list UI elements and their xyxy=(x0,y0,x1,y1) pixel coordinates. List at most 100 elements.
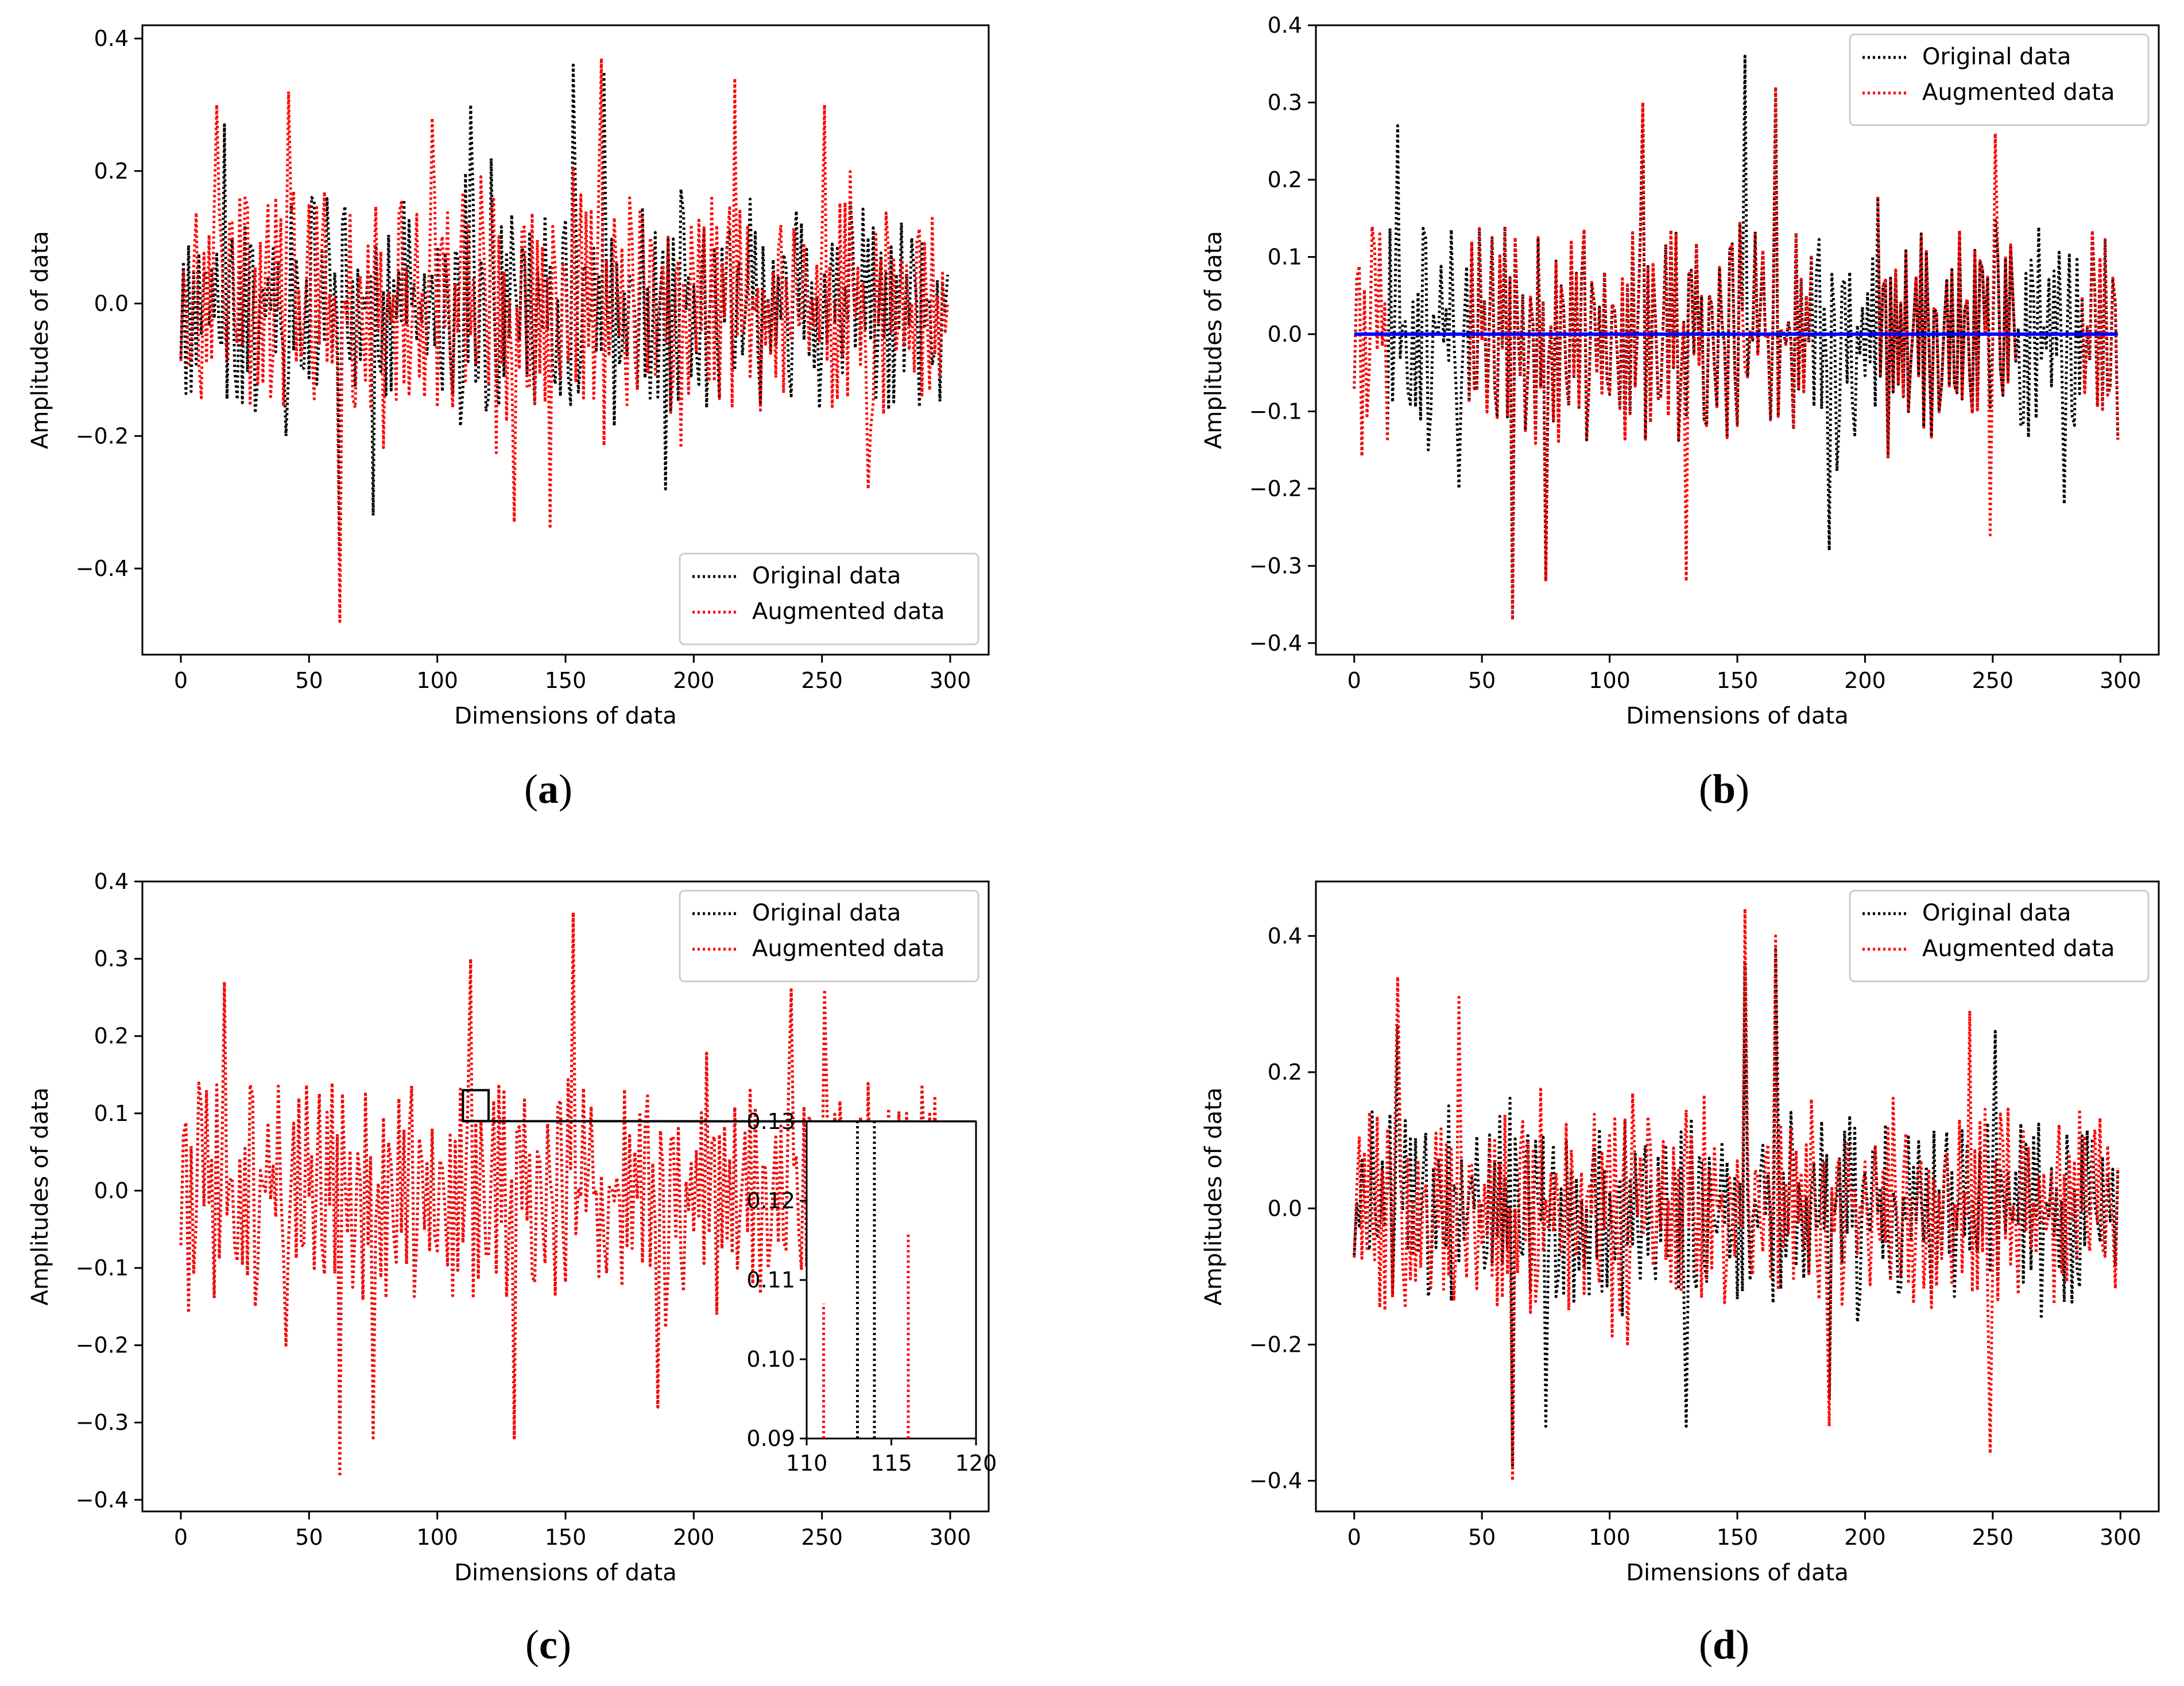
x-tick-label: 150 xyxy=(1717,1525,1759,1550)
y-tick-label: 0.2 xyxy=(1268,167,1302,192)
inset-frame xyxy=(806,1120,977,1440)
x-tick-label: 300 xyxy=(2100,1525,2142,1550)
y-tick-label: −0.4 xyxy=(1249,1468,1302,1494)
x-tick-label: 0 xyxy=(1347,668,1361,693)
chart-b: 0 50 100 150 200 250 300 −0.4 −0.3 −0.2 −0.1 0.0 0.1… xyxy=(1201,13,2160,812)
x-tick-label: 250 xyxy=(1972,668,2014,693)
x-tick-label: 0 xyxy=(1347,1525,1361,1550)
y-tick-label: −0.3 xyxy=(76,1410,129,1435)
series-line-augmented-seg3 xyxy=(2081,229,2120,440)
legend-label-original: Original data xyxy=(1922,44,2071,70)
legend-frame xyxy=(1849,33,2150,126)
x-axis-label: Dimensions of data xyxy=(1626,1560,1849,1586)
x-tick-label: 300 xyxy=(930,1525,971,1550)
series-line-augmented-seg2 xyxy=(1876,132,2018,537)
y-tick-label: −0.2 xyxy=(1249,1332,1302,1357)
x-tick-label: 150 xyxy=(545,1525,587,1550)
y-tick-label: −0.4 xyxy=(76,1487,129,1513)
inset-y-tick-label: 0.11 xyxy=(746,1267,795,1293)
y-tick-label: 0.2 xyxy=(1268,1059,1302,1085)
x-axis-label: Dimensions of data xyxy=(1626,703,1849,729)
y-tick-label: 0.2 xyxy=(94,158,129,184)
x-tick-label: 0 xyxy=(174,1525,188,1550)
legend-frame xyxy=(679,890,979,983)
legend: Original data Augmented data xyxy=(679,552,979,645)
caption-close: ) xyxy=(559,766,572,812)
y-tick-label: −0.1 xyxy=(76,1255,129,1281)
caption-label: d xyxy=(1713,1622,1736,1668)
x-tick-label: 50 xyxy=(295,1525,323,1550)
y-axis-label: Amplitudes of data xyxy=(1201,231,1227,449)
y-tick-label: 0.3 xyxy=(94,946,129,972)
legend-label-augmented: Augmented data xyxy=(1922,935,2115,962)
panel-caption: (c) xyxy=(525,1622,571,1668)
x-tick-label: 300 xyxy=(930,668,971,693)
caption-label: b xyxy=(1713,766,1736,812)
chart-a: 0 50 100 150 200 250 300 −0.4 −0.2 0.0 0.2 0.4 Dimen… xyxy=(27,24,990,812)
y-tick-label: 0.1 xyxy=(1268,244,1302,269)
legend-label-augmented: Augmented data xyxy=(752,935,945,962)
inset-y-tick-label: 0.12 xyxy=(746,1188,795,1213)
x-tick-label: 50 xyxy=(295,668,323,693)
y-tick-label: 0.4 xyxy=(1268,13,1302,38)
x-tick-label: 200 xyxy=(673,1525,715,1550)
series-line-original xyxy=(1353,948,2120,1469)
caption-close: ) xyxy=(557,1622,571,1668)
caption-label: a xyxy=(538,766,559,812)
caption-open: ( xyxy=(525,1622,539,1668)
y-tick-label: −0.1 xyxy=(1249,399,1302,424)
y-tick-label: −0.2 xyxy=(76,1333,129,1358)
caption-open: ( xyxy=(1699,1622,1713,1668)
chart-c: 0 50 100 150 200 250 300 −0.4 −0.3 −0.2 −0.1 0.0 0.1… xyxy=(27,869,997,1668)
y-axis-label: Amplitudes of data xyxy=(27,231,53,449)
panel-caption: (d) xyxy=(1699,1622,1749,1668)
y-tick-label: 0.0 xyxy=(94,291,129,316)
y-tick-label: −0.2 xyxy=(76,423,129,448)
inset-axes: 110 115 120 0.09 0.10 0.11 0.12 0.13 xyxy=(746,1109,997,1476)
inset-y-tick-label: 0.10 xyxy=(746,1347,795,1372)
x-tick-label: 250 xyxy=(1972,1525,2014,1550)
chart-d: 0 50 100 150 200 250 300 −0.4 −0.2 0.0 0.2 0.4 Dimen… xyxy=(1201,880,2160,1668)
inset-y-tick-label: 0.09 xyxy=(746,1426,795,1451)
caption-close: ) xyxy=(1736,1622,1749,1668)
legend-label-original: Original data xyxy=(752,900,901,926)
series-line-augmented xyxy=(179,57,949,623)
y-tick-label: 0.0 xyxy=(1268,1196,1302,1221)
y-tick-label: 0.3 xyxy=(1268,90,1302,115)
y-tick-label: −0.3 xyxy=(1249,553,1302,578)
y-tick-label: −0.2 xyxy=(1249,476,1302,501)
series-line-augmented-seg1 xyxy=(1467,86,1813,621)
legend: Original data Augmented data xyxy=(1849,33,2150,126)
x-tick-label: 200 xyxy=(1844,668,1886,693)
y-tick-label: 0.4 xyxy=(1268,923,1302,949)
series-line-original xyxy=(179,63,949,557)
panel-caption: (a) xyxy=(524,766,572,812)
y-tick-label: −0.4 xyxy=(76,556,129,581)
y-tick-label: 0.4 xyxy=(94,26,129,51)
x-axis-label: Dimensions of data xyxy=(454,1560,677,1586)
x-tick-label: 250 xyxy=(801,668,843,693)
caption-close: ) xyxy=(1736,766,1749,812)
inset-x-tick-label: 110 xyxy=(786,1451,828,1476)
legend-label-augmented: Augmented data xyxy=(752,598,945,625)
x-tick-label: 50 xyxy=(1468,1525,1496,1550)
x-tick-label: 150 xyxy=(545,668,587,693)
inset-x-tick-label: 115 xyxy=(870,1451,912,1476)
x-tick-label: 200 xyxy=(673,668,715,693)
legend-label-original: Original data xyxy=(752,563,901,589)
legend-frame xyxy=(1849,890,2150,983)
x-tick-label: 200 xyxy=(1844,1525,1886,1550)
caption-open: ( xyxy=(1699,766,1713,812)
series-line-augmented-seg0 xyxy=(1353,225,1389,458)
panel-caption: (b) xyxy=(1699,766,1749,812)
y-tick-label: −0.4 xyxy=(1249,631,1302,656)
legend-label-original: Original data xyxy=(1922,900,2071,926)
x-tick-label: 50 xyxy=(1468,668,1496,693)
x-tick-label: 0 xyxy=(174,668,188,693)
legend-frame xyxy=(679,552,979,645)
x-tick-label: 150 xyxy=(1717,668,1759,693)
caption-open: ( xyxy=(524,766,538,812)
inset-x-tick-label: 120 xyxy=(955,1451,997,1476)
y-tick-label: 0.1 xyxy=(94,1101,129,1126)
